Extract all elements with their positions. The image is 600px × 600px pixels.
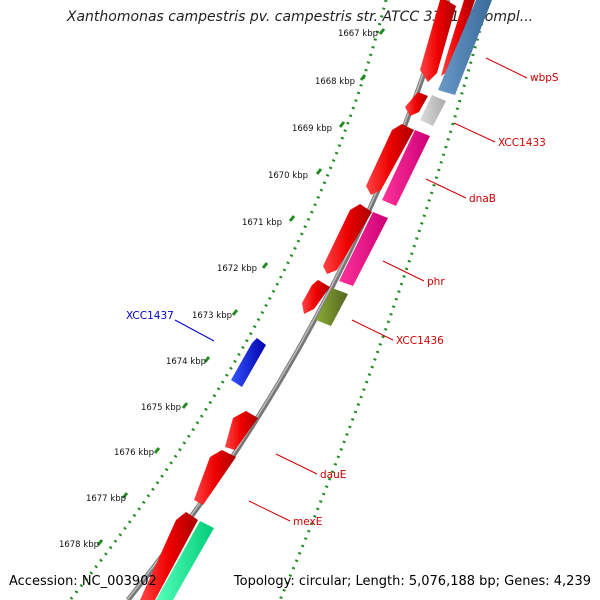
genome-summary-text: Topology: circular; Length: 5,076,188 bp… bbox=[233, 574, 591, 589]
cds-arrow[interactable] bbox=[339, 212, 388, 286]
cds-arrow[interactable] bbox=[316, 288, 348, 326]
cds-arrow[interactable] bbox=[140, 512, 198, 600]
tick-label: 1672 kbp bbox=[217, 264, 257, 274]
tick-label: 1673 kbp bbox=[192, 311, 232, 321]
tick-label: 1668 kbp bbox=[315, 77, 355, 87]
tick-label: 1676 kbp bbox=[114, 448, 154, 458]
gene-label-dnaB[interactable]: dnaB bbox=[469, 193, 496, 205]
gene-label-XCC1433[interactable]: XCC1433 bbox=[498, 137, 546, 149]
cds-arrow[interactable] bbox=[438, 0, 492, 95]
label-leader-reverse bbox=[174, 319, 215, 342]
tick-label: 1675 kbp bbox=[141, 403, 181, 413]
tick-label: 1674 kbp bbox=[166, 357, 206, 367]
map-title: Xanthomonas campestris pv. campestris st… bbox=[66, 9, 534, 25]
genome-backbone bbox=[126, 0, 451, 600]
cds-arrow-reverse[interactable] bbox=[231, 338, 266, 387]
cds-arrow[interactable] bbox=[225, 411, 258, 450]
cds-arrow[interactable] bbox=[302, 280, 330, 314]
cds-arrow[interactable] bbox=[420, 0, 456, 82]
accession-text: Accession: NC_003902 bbox=[9, 574, 157, 589]
major-ticks bbox=[96, 28, 386, 546]
cds-arrow[interactable] bbox=[405, 92, 428, 116]
gene-label-wbpS[interactable]: wbpS bbox=[530, 72, 559, 84]
forward-strand-genes[interactable] bbox=[140, 0, 456, 600]
tick-label: 1670 kbp bbox=[268, 171, 308, 181]
gene-label-XCC1436[interactable]: XCC1436 bbox=[396, 335, 444, 347]
cds-arrow[interactable] bbox=[323, 204, 372, 274]
cds-arrow[interactable] bbox=[156, 521, 214, 600]
label-leaders bbox=[248, 57, 528, 522]
cds-arrow[interactable] bbox=[194, 450, 236, 505]
genome-backbone-highlight bbox=[126, 0, 448, 600]
cds-arrow[interactable] bbox=[441, 0, 475, 76]
outer-tick-ring bbox=[68, 0, 388, 600]
tick-label: 1677 kbp bbox=[86, 494, 126, 504]
second-track-genes[interactable] bbox=[156, 0, 492, 600]
tick-label: 1669 kbp bbox=[292, 124, 332, 134]
tick-label: 1671 kbp bbox=[242, 218, 282, 228]
cds-arrow[interactable] bbox=[366, 124, 414, 195]
gene-label-mexE[interactable]: mexE bbox=[293, 516, 322, 528]
tick-label: 1667 kbp bbox=[338, 29, 378, 39]
gene-label-dauE[interactable]: dauE bbox=[320, 469, 346, 481]
gene-label-phr[interactable]: phr bbox=[427, 276, 445, 288]
cds-arrow[interactable] bbox=[420, 95, 446, 126]
cds-arrow[interactable] bbox=[382, 130, 430, 206]
tick-label: 1678 kbp bbox=[59, 540, 99, 550]
gene-labels: wbpS XCC1433 dnaB phr XCC1436 XCC1437 da… bbox=[126, 72, 559, 528]
tick-labels: 1667 kbp 1668 kbp 1669 kbp 1670 kbp 1671… bbox=[59, 29, 378, 550]
inner-tick-ring bbox=[278, 0, 490, 600]
gene-label-XCC1437[interactable]: XCC1437 bbox=[126, 310, 174, 322]
